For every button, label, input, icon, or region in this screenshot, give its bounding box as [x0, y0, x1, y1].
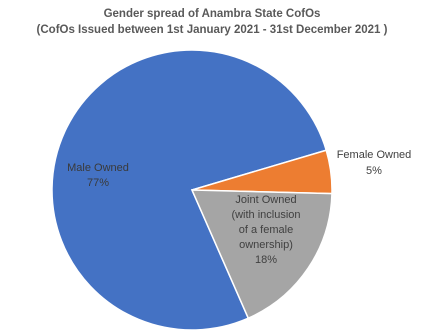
slice-male-owned [51, 49, 328, 331]
slice-label-joint-owned-line-4: ownership) [239, 239, 293, 251]
chart-title: Gender spread of Anambra State CofOs [103, 8, 321, 20]
slice-label-female-owned: Female Owned [337, 149, 412, 161]
chart-subtitle: (CofOs Issued between 1st January 2021 -… [36, 24, 388, 36]
slice-joint-owned [190, 189, 333, 320]
slice-label-joint-owned-line-2: (with inclusion [231, 209, 300, 221]
slice-label-joint-owned-line-1: Joint Owned [235, 194, 296, 206]
slice-label-joint-owned-line-3: of a female [239, 224, 293, 236]
slice-value-joint-owned: 18% [255, 254, 277, 266]
slice-value-female-owned: 5% [366, 165, 382, 177]
slice-label-male-owned: Male Owned [67, 162, 129, 174]
slice-value-male-owned: 77% [87, 177, 109, 189]
